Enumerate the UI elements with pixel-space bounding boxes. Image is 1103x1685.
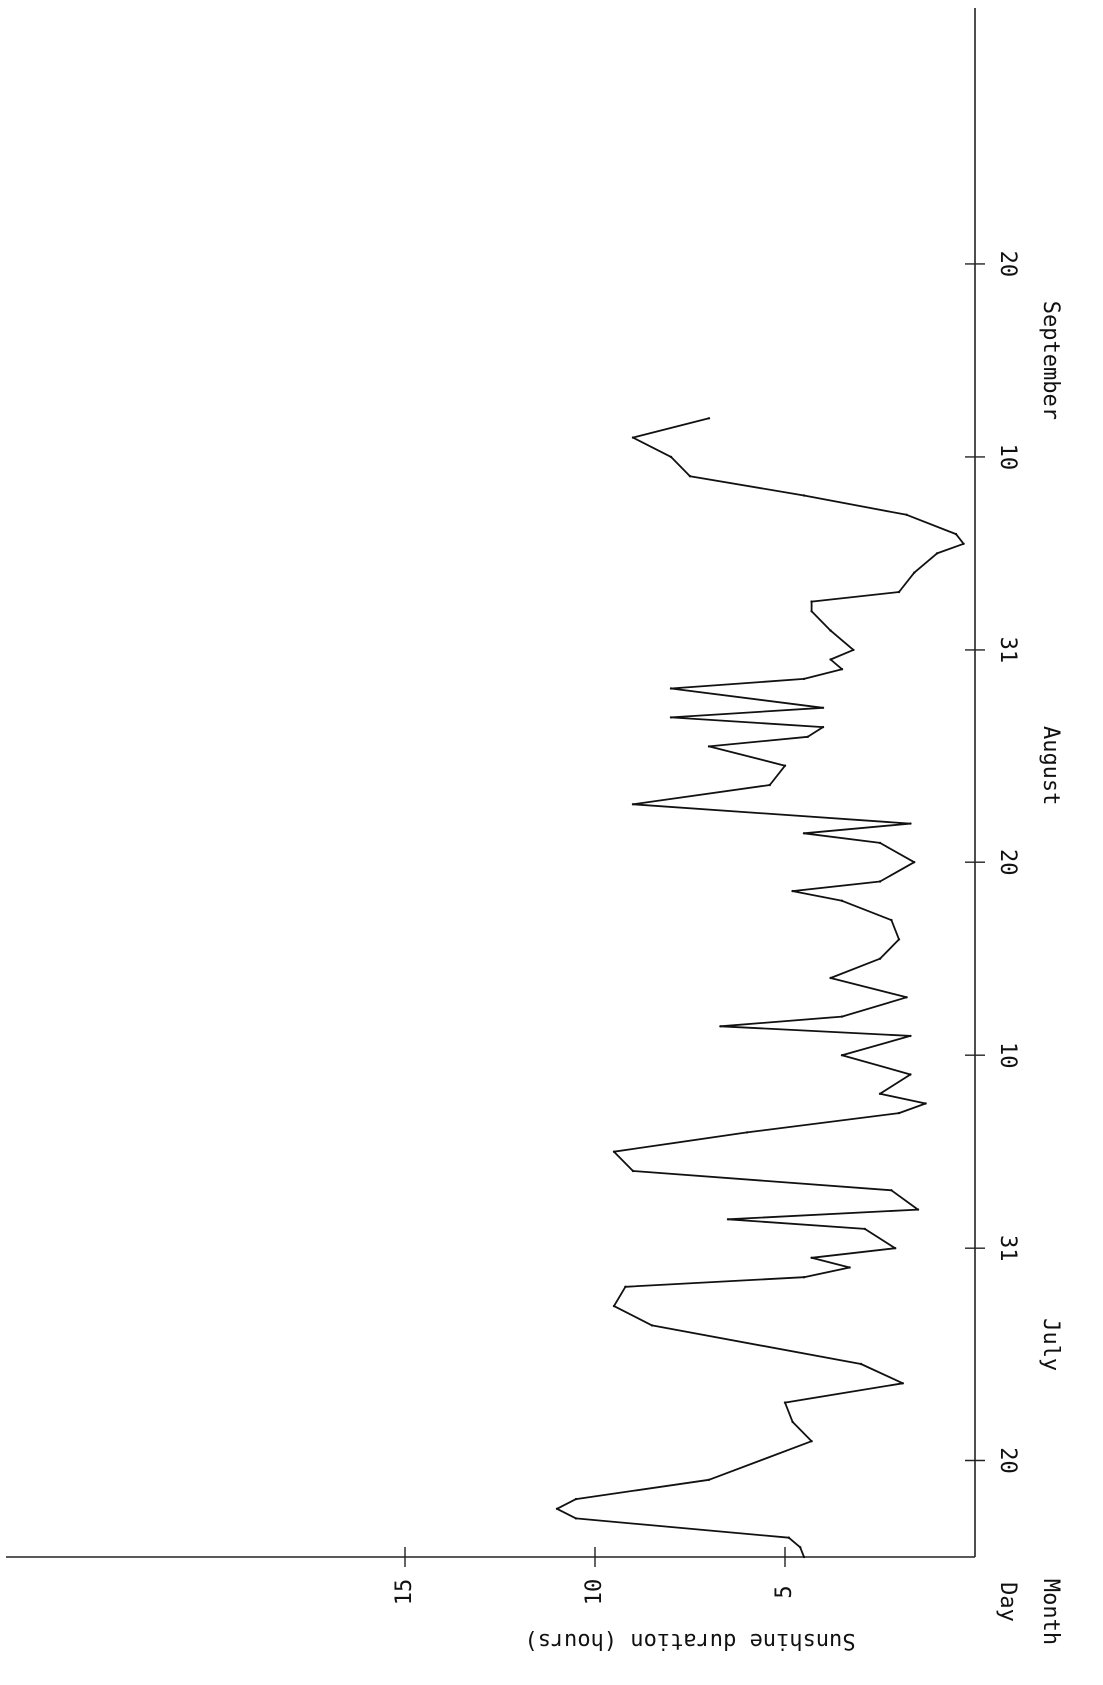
data-point: [802, 832, 806, 835]
hours-tick-label-10: 10: [582, 1579, 607, 1606]
data-point: [905, 513, 908, 516]
data-point: [574, 1517, 578, 1520]
day-tick-label-3: 20: [995, 849, 1020, 876]
hours-tick-label-5: 5: [772, 1585, 797, 1598]
data-point: [829, 629, 832, 632]
data-point: [802, 1276, 806, 1279]
month-label-september: September: [1038, 301, 1063, 420]
hours-axis-title: Sunshine duration (hours): [524, 1628, 855, 1653]
data-point: [897, 1111, 901, 1115]
data-point: [806, 735, 809, 738]
data-point: [863, 1227, 866, 1231]
data-point: [905, 996, 908, 999]
data-point: [840, 899, 844, 902]
data-point: [829, 976, 832, 980]
data-point: [669, 687, 673, 690]
data-point: [555, 1507, 559, 1511]
data-point: [802, 494, 806, 497]
data-point: [962, 542, 965, 545]
data-point: [916, 1208, 920, 1211]
data-point: [810, 1256, 813, 1260]
data-point: [624, 1285, 627, 1289]
data-point: [840, 668, 844, 671]
data-point: [707, 745, 711, 748]
ticks: [404, 263, 985, 1567]
data-point: [852, 648, 855, 652]
data-point: [909, 822, 912, 825]
data-point: [909, 1034, 912, 1038]
data-point: [840, 1015, 844, 1018]
data-point: [688, 475, 692, 478]
data-point: [707, 1478, 711, 1482]
data-point: [890, 918, 893, 922]
day-tick-label-2: 10: [995, 1042, 1020, 1069]
data-point: [802, 677, 806, 681]
axes: [6, 8, 976, 1558]
row-label-month: Month: [1038, 1579, 1063, 1645]
data-point: [878, 880, 882, 883]
day-tick-label-4: 31: [995, 637, 1020, 664]
data-point: [829, 658, 832, 661]
data-point: [707, 417, 711, 420]
data-point: [840, 1054, 844, 1057]
series: [555, 417, 965, 1559]
data-point: [669, 455, 673, 459]
data-point: [894, 1247, 897, 1250]
day-tick-label-5: 10: [995, 444, 1020, 471]
data-point: [745, 1131, 749, 1134]
data-point: [612, 1304, 616, 1308]
data-point: [890, 1189, 893, 1192]
data-point: [791, 1420, 794, 1424]
data-point: [954, 532, 958, 536]
month-label-august: August: [1038, 726, 1063, 805]
labels: 5 10 15 20 31 10 20 31 10 20 July August September Da…: [392, 251, 1063, 1653]
data-point: [810, 610, 813, 613]
data-point: [631, 803, 635, 806]
data-point: [719, 1025, 722, 1028]
data-point: [810, 1440, 813, 1443]
data-point: [791, 889, 794, 893]
data-point: [897, 938, 901, 941]
data-point: [897, 590, 901, 594]
data-point: [810, 600, 813, 603]
data-point: [859, 1362, 863, 1366]
data-point: [913, 861, 916, 864]
data-point: [768, 783, 771, 787]
data-point: [574, 1497, 578, 1501]
data-point: [631, 436, 635, 439]
data-point: [821, 725, 825, 729]
data-point: [650, 1324, 654, 1327]
sunshine-series-line: [556, 417, 965, 1558]
data-point: [909, 1073, 912, 1076]
data-point: [901, 1382, 904, 1385]
hours-tick-label-15: 15: [392, 1579, 417, 1606]
data-point: [631, 1169, 635, 1173]
data-point: [878, 1092, 882, 1096]
row-label-day: Day: [995, 1582, 1020, 1622]
data-point: [913, 571, 916, 574]
data-point: [878, 957, 882, 960]
data-point: [669, 716, 673, 719]
data-point: [783, 1401, 787, 1404]
data-point: [878, 841, 882, 845]
data-point: [848, 1266, 851, 1269]
data-point: [924, 1102, 927, 1105]
day-tick-label-1: 31: [995, 1235, 1020, 1262]
data-point: [787, 1536, 790, 1539]
data-point: [799, 1546, 802, 1549]
data-point: [935, 552, 939, 555]
data-point: [783, 764, 787, 767]
data-point: [612, 1150, 616, 1153]
day-tick-label-6: 20: [995, 251, 1020, 278]
day-tick-label-0: 20: [995, 1447, 1020, 1474]
data-point: [726, 1218, 730, 1221]
data-point: [802, 1555, 806, 1559]
data-point: [821, 706, 825, 709]
month-label-july: July: [1038, 1318, 1063, 1371]
